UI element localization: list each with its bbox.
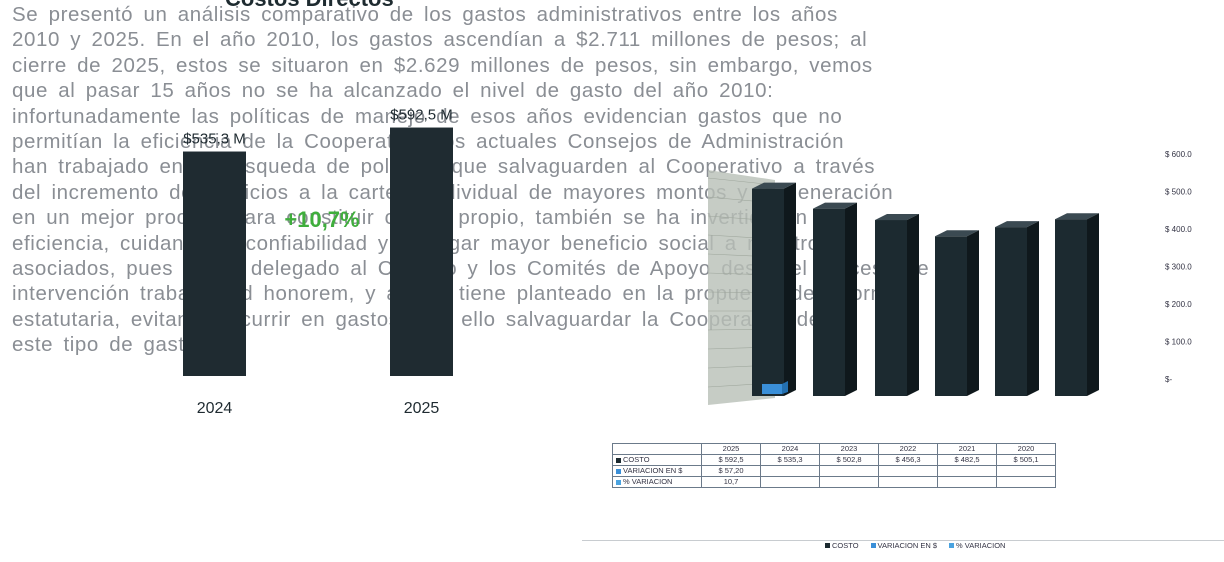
table-cell — [878, 465, 938, 477]
y-tick-label: $ 500.0 — [1165, 188, 1192, 197]
variation-column-side — [782, 380, 788, 394]
change-percentage-label: +10,7% — [284, 207, 359, 232]
column-2021 — [995, 227, 1027, 396]
table-cell — [996, 465, 1056, 477]
left-bar-chart: $535,3 M 2024 $592,5 M 2025 +10,7% — [0, 0, 600, 557]
legend-swatch — [616, 479, 621, 485]
legend-item: VARIACION EN $ — [870, 541, 938, 550]
table-header-cell: 2022 — [878, 443, 938, 455]
category-label: 2025 — [404, 400, 440, 417]
column-top — [813, 202, 857, 209]
table-cell: $ 502,8 — [819, 454, 879, 466]
table-row: % VARIACION 10,7 — [612, 476, 1056, 488]
table-row-label: % VARIACION — [612, 476, 702, 488]
column-2020 — [1055, 219, 1087, 396]
table-header-cell — [612, 443, 702, 455]
table-cell — [996, 476, 1056, 488]
table-cell — [937, 465, 997, 477]
table-header-cell: 2023 — [819, 443, 879, 455]
data-table: 2025 2024 2023 2022 2021 2020 COSTO $ 592,5 $ 53… — [612, 443, 1056, 488]
table-cell: $ 482,5 — [937, 454, 997, 466]
table-row: VARIACION EN $ $ 57,20 — [612, 465, 1056, 477]
variation-column-2025 — [762, 383, 782, 394]
page-title: Costos Directos — [225, 0, 394, 12]
table-row-label-text: % VARIACION — [623, 477, 673, 486]
table-header-cell: 2025 — [701, 443, 761, 455]
column-top — [995, 221, 1039, 228]
left-bar-chart-svg: $535,3 M 2024 $592,5 M 2025 +10,7% — [183, 107, 453, 417]
table-row-label-text: VARIACION EN $ — [623, 466, 683, 475]
bar-value-label: $535,3 M — [183, 131, 246, 148]
table-header-cell: 2024 — [760, 443, 820, 455]
column-top — [875, 214, 919, 221]
column-2022 — [935, 236, 967, 396]
table-cell: $ 456,3 — [878, 454, 938, 466]
bar-2024 — [183, 151, 246, 376]
background-text-line: 2010 y 2025. En el año 2010, los gastos … — [12, 28, 868, 52]
y-tick-label: $ 100.0 — [1165, 338, 1192, 347]
legend-label: COSTO — [832, 541, 859, 550]
legend-label: VARIACION EN $ — [877, 541, 938, 550]
table-cell: $ 592,5 — [701, 454, 761, 466]
column-top — [935, 230, 979, 237]
legend-swatch — [616, 457, 621, 463]
column-side — [784, 182, 796, 396]
right-3d-column-chart-svg: $ 600.0 $ 500.0 $ 400.0 $ 300.0 $ 200.0 $ 100… — [707, 150, 1192, 405]
column-2023 — [875, 220, 907, 396]
background-text-line: infortunadamente las políticas de manejo… — [12, 104, 843, 128]
column-side — [1027, 221, 1039, 396]
column-2025 — [752, 188, 784, 396]
background-text-line: cierre de 2025, estos se situaron en $2.… — [12, 53, 873, 77]
legend-swatch — [616, 468, 621, 474]
legend-item: COSTO — [825, 541, 859, 550]
column-top — [752, 182, 796, 189]
y-tick-label: $- — [1165, 375, 1172, 384]
table-header-cell: 2021 — [937, 443, 997, 455]
background-text-line: Se presentó un análisis comparativo de l… — [12, 3, 838, 26]
table-cell — [760, 476, 820, 488]
column-side — [1087, 213, 1099, 396]
table-cell — [819, 465, 879, 477]
table-cell — [878, 476, 938, 488]
background-text-line: que al pasar 15 años no se ha alcanzado … — [12, 79, 774, 103]
column-2024 — [813, 208, 845, 396]
category-label: 2024 — [197, 400, 233, 417]
divider — [582, 540, 1224, 541]
y-tick-label: $ 400.0 — [1165, 225, 1192, 234]
table-cell — [819, 476, 879, 488]
table-cell — [937, 476, 997, 488]
column-side — [967, 230, 979, 396]
table-row-label: VARIACION EN $ — [612, 465, 702, 477]
bar-2025 — [390, 127, 453, 376]
y-tick-label: $ 600.0 — [1165, 150, 1192, 159]
table-cell: $ 505,1 — [996, 454, 1056, 466]
legend-swatch — [949, 543, 955, 548]
table-cell: 10,7 — [701, 476, 761, 488]
table-cell: $ 57,20 — [701, 465, 761, 477]
table-cell: $ 535,3 — [760, 454, 820, 466]
legend-swatch — [870, 543, 876, 548]
y-tick-label: $ 300.0 — [1165, 263, 1192, 272]
column-top — [1055, 213, 1099, 220]
legend-swatch — [825, 543, 830, 548]
legend-label: % VARIACION — [956, 541, 1006, 550]
column-side — [845, 202, 857, 396]
column-side — [907, 214, 919, 396]
legend-item: % VARIACION — [949, 541, 1005, 550]
table-row-label-text: COSTO — [623, 455, 650, 464]
table-row: COSTO $ 592,5 $ 535,3 $ 502,8 $ 456,3 $ 482,5… — [612, 454, 1056, 466]
bar-value-label: $592,5 M — [390, 107, 453, 124]
background-text-line: este tipo de gastos. — [12, 333, 214, 357]
table-header-cell: 2020 — [996, 443, 1056, 455]
right-3d-column-chart: $ 600.0 $ 500.0 $ 400.0 $ 300.0 $ 200.0 $ 100… — [590, 140, 1224, 557]
y-tick-label: $ 200.0 — [1165, 300, 1192, 309]
table-row-label: COSTO — [612, 454, 702, 466]
chart-legend: COSTO VARIACION EN $ % VARIACION — [825, 541, 1005, 550]
table-cell — [760, 465, 820, 477]
